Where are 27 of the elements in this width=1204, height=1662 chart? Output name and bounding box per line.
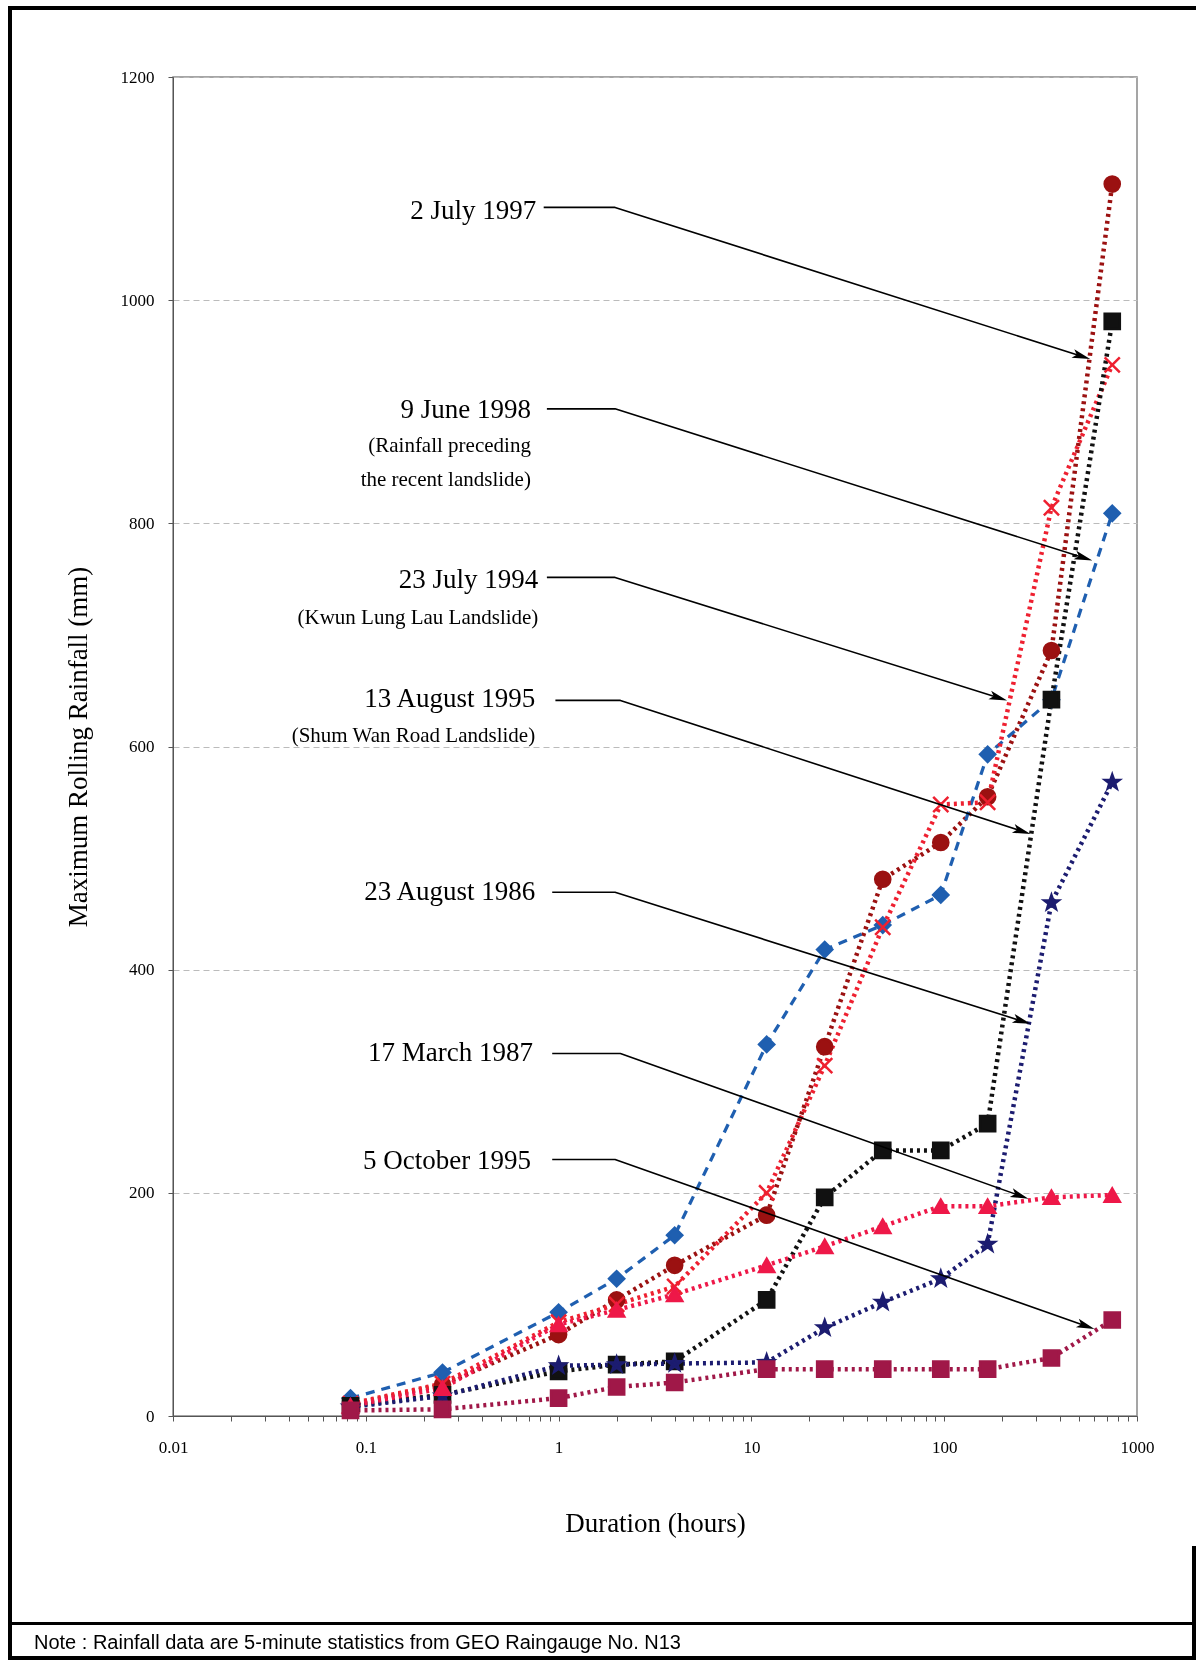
annotation: 13 August 1995: [364, 683, 536, 714]
x-tick-label: 0.01: [158, 1437, 189, 1457]
annotation: (Kwun Lung Lau Landslide): [297, 604, 539, 629]
annotation: the recent landslide): [360, 466, 531, 491]
annotation: 9 June 1998: [400, 393, 531, 424]
x-tick-label: 10: [743, 1437, 761, 1457]
annotation: 17 March 1987: [368, 1037, 534, 1068]
annotation: 23 August 1986: [364, 876, 536, 907]
annotation: 5 October 1995: [362, 1144, 531, 1175]
annotation: 23 July 1994: [398, 563, 539, 594]
x-axis-title: Duration (hours): [565, 1507, 746, 1538]
x-tick-label: 1: [554, 1437, 564, 1457]
y-tick-label: 800: [129, 513, 155, 533]
annotation: (Rainfall preceding: [368, 432, 532, 457]
text: Note : Rainfall data are 5-minute statistics from GEO Raingauge No. N13: [12, 1622, 1192, 1654]
y-tick-label: 600: [129, 737, 155, 756]
annotation: (Shum Wan Road Landslide): [291, 723, 536, 748]
y-axis-title: Maximum Rolling Rainfall (mm): [62, 566, 93, 928]
y-tick-label: 1200: [120, 67, 155, 87]
y-tick-label: 200: [129, 1183, 155, 1203]
annotation: 2 July 1997: [410, 194, 537, 225]
x-tick-label: 0.1: [355, 1437, 377, 1457]
x-tick-label: 100: [931, 1437, 958, 1457]
y-tick-label: 0: [146, 1406, 155, 1426]
x-tick-label: 1000: [1120, 1437, 1155, 1457]
y-tick-label: 400: [129, 960, 155, 980]
y-tick-label: 1000: [120, 290, 155, 310]
